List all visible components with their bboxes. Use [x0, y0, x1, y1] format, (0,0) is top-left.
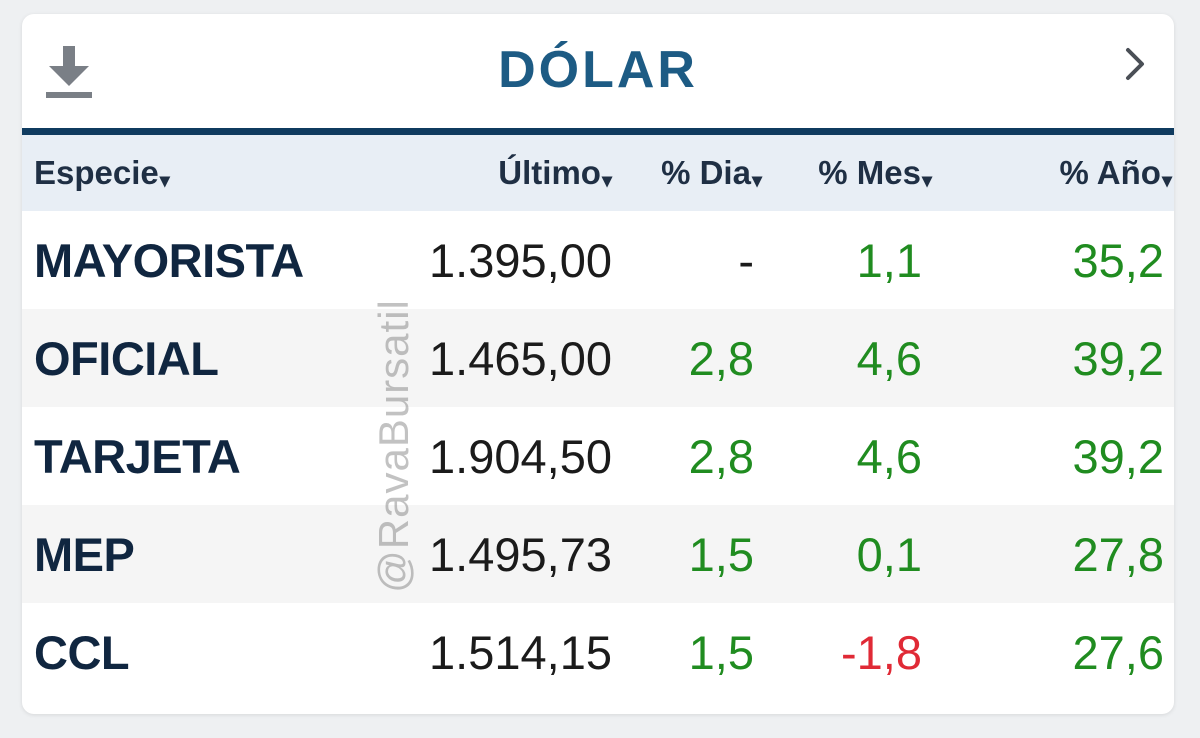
- widget-header: DÓLAR: [22, 14, 1174, 135]
- cell-ultimo: 1.514,15: [429, 625, 612, 679]
- cell-ano: 27,8: [1072, 527, 1164, 581]
- widget-title: DÓLAR: [498, 41, 698, 99]
- cell-dia: -: [738, 233, 754, 287]
- sort-arrow-icon[interactable]: ▾: [751, 169, 762, 192]
- cell-especie[interactable]: CCL: [34, 625, 130, 679]
- cell-especie[interactable]: MEP: [34, 527, 135, 581]
- table-row[interactable]: CCL 1.514,15 1,5 -1,8 27,6: [22, 603, 1174, 701]
- column-header-ano[interactable]: % Año▾: [1059, 153, 1172, 192]
- cell-especie[interactable]: OFICIAL: [34, 331, 219, 385]
- column-header-especie[interactable]: Especie▾: [34, 153, 170, 192]
- cell-mes: 1,1: [856, 233, 922, 287]
- cell-ultimo: 1.904,50: [429, 429, 612, 483]
- cell-mes: 4,6: [856, 429, 922, 483]
- column-header-dia[interactable]: % Dia▾: [661, 153, 762, 192]
- table-row[interactable]: MEP 1.495,73 1,5 0,1 27,8: [22, 505, 1174, 603]
- sort-arrow-icon[interactable]: ▾: [601, 169, 612, 192]
- table-row[interactable]: TARJETA 1.904,50 2,8 4,6 39,2: [22, 407, 1174, 505]
- cell-ultimo: 1.465,00: [429, 331, 612, 385]
- cell-ano: 39,2: [1072, 429, 1164, 483]
- cell-dia: 2,8: [688, 429, 754, 483]
- cell-dia: 2,8: [688, 331, 754, 385]
- cell-ano: 27,6: [1072, 625, 1164, 679]
- column-header-mes[interactable]: % Mes▾: [818, 153, 932, 192]
- table-row[interactable]: MAYORISTA 1.395,00 - 1,1 35,2: [22, 211, 1174, 309]
- cell-dia: 1,5: [688, 625, 754, 679]
- sort-arrow-icon[interactable]: ▾: [1161, 169, 1172, 192]
- table-row[interactable]: OFICIAL 1.465,00 2,8 4,6 39,2: [22, 309, 1174, 407]
- chevron-right-icon[interactable]: [1120, 44, 1150, 84]
- sort-arrow-icon[interactable]: ▾: [159, 169, 170, 192]
- cell-mes: 4,6: [856, 331, 922, 385]
- cell-mes: 0,1: [856, 527, 922, 581]
- download-icon[interactable]: [44, 44, 94, 100]
- cell-dia: 1,5: [688, 527, 754, 581]
- cell-mes: -1,8: [841, 625, 922, 679]
- cell-ultimo: 1.395,00: [429, 233, 612, 287]
- sort-arrow-icon[interactable]: ▾: [921, 169, 932, 192]
- dolar-widget: DÓLAR Especie▾ Último▾ % Dia▾ % Mes▾ % A…: [22, 14, 1174, 714]
- cell-ano: 35,2: [1072, 233, 1164, 287]
- cell-ultimo: 1.495,73: [429, 527, 612, 581]
- dolar-table: Especie▾ Último▾ % Dia▾ % Mes▾ % Año▾ MA…: [22, 135, 1174, 701]
- column-header-ultimo[interactable]: Último▾: [498, 153, 612, 192]
- cell-especie[interactable]: TARJETA: [34, 429, 241, 483]
- table-header-row: Especie▾ Último▾ % Dia▾ % Mes▾ % Año▾: [22, 135, 1174, 211]
- cell-ano: 39,2: [1072, 331, 1164, 385]
- cell-especie[interactable]: MAYORISTA: [34, 233, 304, 287]
